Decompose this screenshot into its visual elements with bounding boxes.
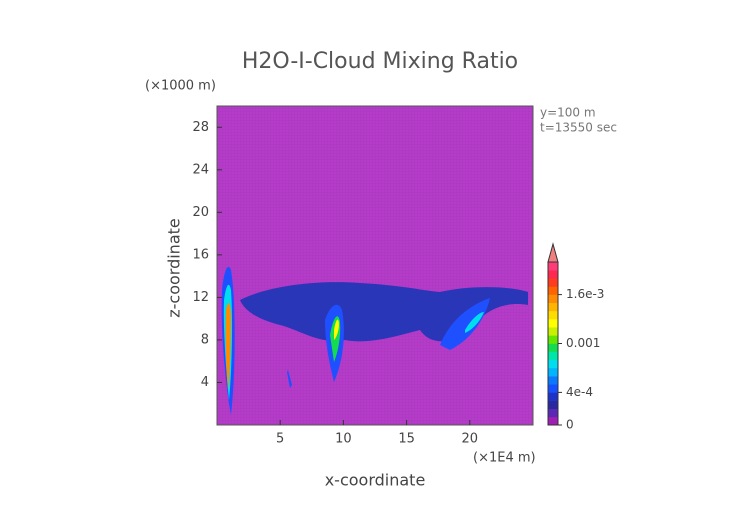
- plot-texture: [217, 106, 533, 425]
- colorbar-band: [548, 384, 558, 393]
- x-tick-label: 15: [398, 432, 415, 447]
- colorbar-band: [548, 376, 558, 385]
- y-tick-label: 28: [192, 120, 209, 135]
- colorbar-band: [548, 319, 558, 328]
- y-tick-label: 8: [201, 332, 209, 347]
- colorbar-tick-label: 0: [566, 418, 574, 432]
- colorbar-band: [548, 286, 558, 295]
- annotation: y=100 m: [540, 106, 596, 120]
- y-axis-label: z-coordinate: [165, 218, 184, 318]
- contour-region: [225, 303, 231, 390]
- colorbar-extension: [547, 242, 559, 263]
- colorbar-band: [548, 310, 558, 320]
- colorbar-band: [548, 392, 558, 401]
- colorbar-band: [548, 400, 558, 409]
- colorbar-band: [548, 278, 558, 287]
- colorbar-band: [548, 343, 558, 352]
- y-unit: (×1000 m): [145, 79, 216, 94]
- x-tick-label: 5: [276, 432, 284, 447]
- colorbar-tick-label: 4e-4: [566, 385, 593, 399]
- x-tick-label: 10: [335, 432, 352, 447]
- x-tick-label: 20: [462, 432, 479, 447]
- contour-region: [334, 319, 339, 340]
- colorbar-tick-label: 1.6e-3: [566, 287, 604, 301]
- annotation: t=13550 sec: [540, 121, 617, 135]
- colorbar-band: [548, 270, 558, 279]
- colorbar-band: [548, 262, 558, 271]
- y-tick-label: 12: [192, 290, 209, 305]
- colorbar-band: [548, 335, 558, 344]
- colorbar-band: [548, 367, 558, 377]
- colorbar-band: [548, 359, 558, 369]
- contour-region: [440, 298, 490, 350]
- colorbar-band: [548, 416, 558, 426]
- plot-frame: [216, 105, 534, 426]
- x-axis-label: x-coordinate: [325, 471, 426, 490]
- colorbar-band: [548, 294, 558, 304]
- colorbar-band: [548, 408, 558, 418]
- contour-regions: [221, 266, 528, 415]
- colorbar-band: [548, 302, 558, 312]
- y-tick-label: 24: [192, 162, 209, 177]
- chart-title: H2O-I-Cloud Mixing Ratio: [242, 49, 518, 74]
- contour-region: [465, 312, 484, 333]
- colorbar-band: [548, 351, 558, 361]
- y-tick-label: 20: [192, 205, 209, 220]
- colorbar-band: [548, 327, 558, 336]
- y-tick-label: 16: [192, 247, 209, 262]
- contour-region: [287, 370, 292, 388]
- x-unit: (×1E4 m): [473, 451, 536, 466]
- colorbar-tick-label: 0.001: [566, 336, 600, 350]
- y-tick-label: 4: [201, 375, 209, 390]
